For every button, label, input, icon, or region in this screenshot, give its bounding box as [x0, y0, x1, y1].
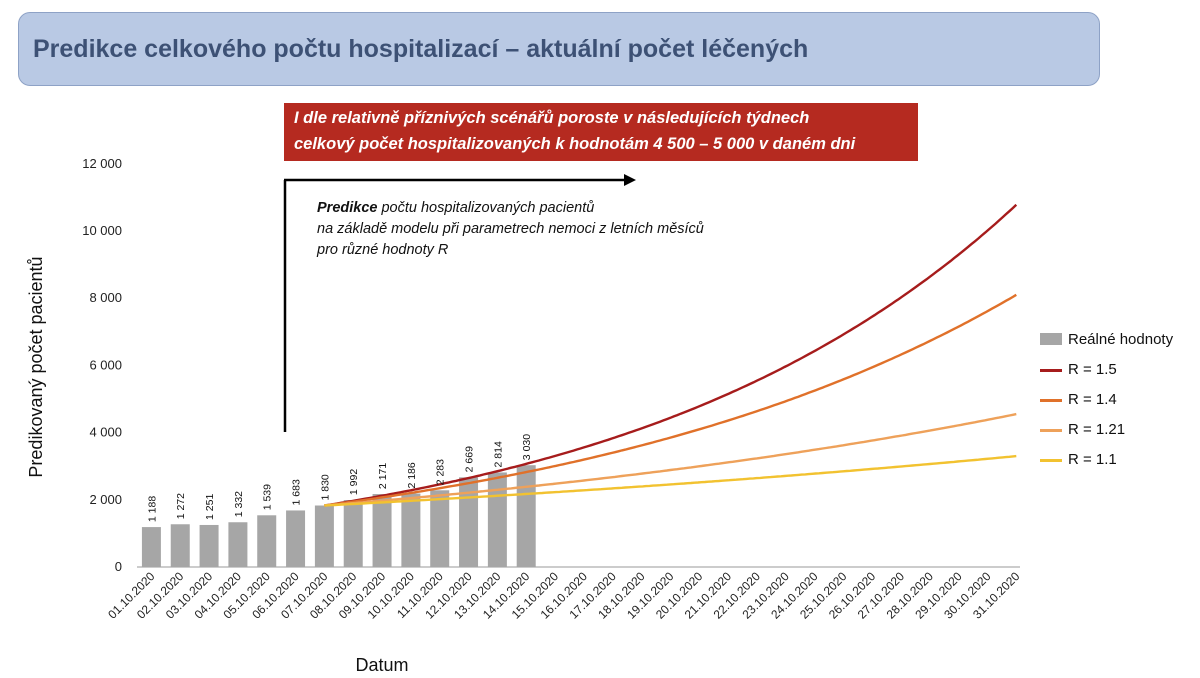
bar-data-label: 1 683	[291, 479, 303, 505]
bar-data-label: 2 186	[406, 462, 418, 488]
y-tick-label: 6 000	[89, 357, 122, 372]
bar	[314, 505, 334, 567]
page-title: Predikce celkového počtu hospitalizací –…	[33, 35, 809, 63]
legend-label: Reálné hodnoty	[1068, 331, 1174, 348]
prediction-arrow-head	[624, 174, 636, 186]
legend-label: R = 1.4	[1068, 391, 1117, 408]
bar	[286, 510, 306, 567]
series-line	[324, 203, 1018, 507]
bar-data-label: 2 669	[464, 446, 476, 472]
bar	[141, 527, 161, 567]
y-tick-label: 12 000	[82, 156, 122, 171]
bar	[228, 522, 248, 567]
banner-line-1: I dle relativně příznivých scénářů poros…	[294, 109, 810, 127]
y-tick-label: 10 000	[82, 223, 122, 238]
note-line-1: počtu hospitalizovaných pacientů	[377, 200, 595, 216]
bar-data-label: 1 251	[204, 494, 216, 520]
bar	[430, 490, 450, 567]
bar-data-label: 1 992	[348, 469, 360, 495]
bar	[516, 465, 536, 567]
bar-data-label: 1 830	[319, 474, 331, 500]
bar	[170, 524, 190, 567]
note-line-2: na základě modelu při parametrech nemoci…	[317, 221, 704, 237]
legend-line-swatch	[1040, 459, 1062, 462]
bar	[343, 500, 363, 567]
series-line	[324, 454, 1017, 507]
banner-line-2: celkový počet hospitalizovaných k hodnot…	[294, 135, 856, 153]
legend-bar-swatch	[1040, 333, 1062, 345]
series-line	[324, 412, 1017, 507]
note-bold-word: Predikce	[317, 200, 378, 216]
bar-data-label: 1 332	[233, 491, 245, 517]
legend-label: R = 1.1	[1068, 451, 1117, 468]
x-axis-title: Datum	[355, 655, 408, 675]
note-line-3: pro různé hodnoty R	[317, 242, 449, 258]
y-axis-title: Predikovaný počet pacientů	[26, 256, 46, 477]
bar	[257, 515, 277, 567]
title-banner: Predikce celkového počtu hospitalizací –…	[18, 12, 1100, 86]
legend-label: R = 1.5	[1068, 361, 1117, 378]
bar	[459, 477, 479, 567]
legend-label: R = 1.21	[1068, 421, 1126, 438]
bar	[487, 472, 507, 567]
legend-line-swatch	[1040, 429, 1062, 432]
bar-data-label: 2 171	[377, 463, 389, 489]
bar-data-label: 2 283	[435, 459, 447, 485]
bar-data-label: 1 188	[146, 496, 158, 522]
legend-line-swatch	[1040, 369, 1062, 372]
bar-data-label: 1 272	[175, 493, 187, 519]
bar-data-label: 2 814	[492, 441, 504, 467]
series-line	[324, 293, 1017, 507]
bar	[401, 493, 421, 567]
y-tick-label: 2 000	[89, 492, 122, 507]
bar	[199, 524, 219, 567]
prediction-note: Predikce počtu hospitalizovaných pacient…	[317, 198, 704, 261]
y-tick-label: 8 000	[89, 290, 122, 305]
bar	[372, 494, 392, 567]
highlight-banner: I dle relativně příznivých scénářů poros…	[284, 103, 918, 161]
legend-line-swatch	[1040, 399, 1062, 402]
y-tick-label: 0	[115, 559, 122, 574]
bar-data-label: 1 539	[262, 484, 274, 510]
y-tick-label: 4 000	[89, 425, 122, 440]
bar-data-label: 3 030	[521, 434, 533, 460]
